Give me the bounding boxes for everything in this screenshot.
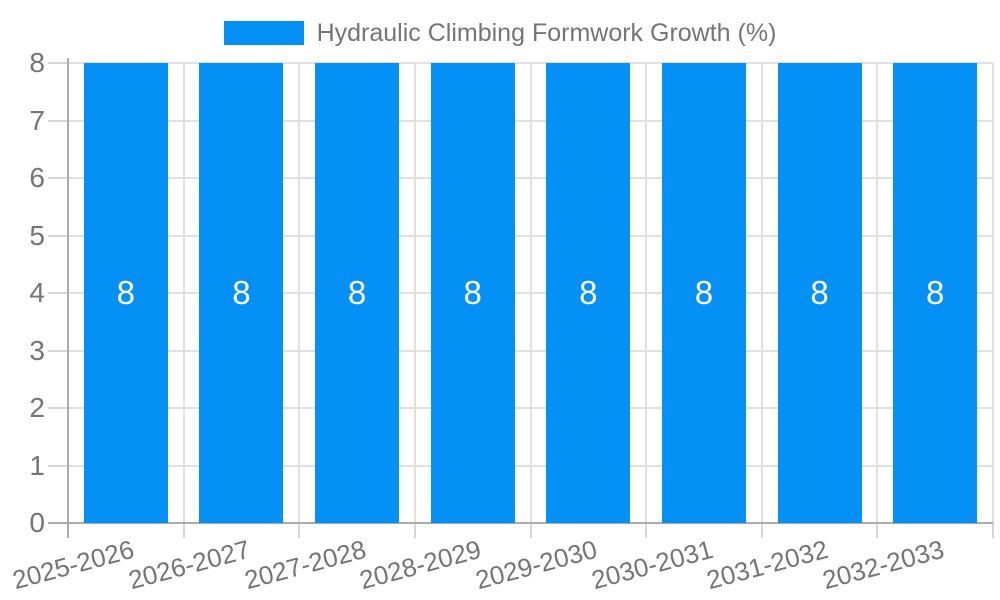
bar[interactable] bbox=[315, 63, 400, 523]
y-axis-tick bbox=[48, 407, 68, 409]
x-axis-tick bbox=[182, 523, 185, 538]
x-axis-tick bbox=[760, 523, 763, 538]
bar-value-label: 8 bbox=[694, 274, 714, 311]
x-axis-label: 2031-2032 bbox=[703, 534, 832, 596]
x-gridline bbox=[529, 63, 532, 523]
x-axis-label: 2025-2026 bbox=[9, 534, 138, 596]
bar[interactable] bbox=[430, 63, 515, 523]
x-axis-tick bbox=[413, 523, 416, 538]
x-axis-label: 2027-2028 bbox=[240, 534, 369, 596]
y-axis-tick bbox=[48, 119, 68, 122]
bar-value-label: 8 bbox=[232, 274, 251, 311]
x-gridline bbox=[645, 63, 648, 523]
bar-value-label: 8 bbox=[116, 274, 135, 311]
bar[interactable] bbox=[199, 63, 284, 523]
y-axis-label: 8 bbox=[29, 47, 45, 78]
y-axis-label: 1 bbox=[29, 449, 45, 481]
bar[interactable] bbox=[777, 63, 862, 523]
chart-legend[interactable]: Hydraulic Climbing Formwork Growth (%) bbox=[0, 19, 1000, 47]
x-axis-tick bbox=[645, 523, 648, 538]
x-gridline bbox=[298, 63, 301, 523]
bar[interactable] bbox=[83, 63, 168, 523]
y-axis-tick bbox=[48, 62, 68, 64]
x-axis-line bbox=[48, 522, 993, 524]
bar-value-label: 8 bbox=[926, 274, 945, 311]
bar-value-label: 8 bbox=[347, 274, 367, 311]
bar[interactable] bbox=[661, 63, 746, 523]
x-axis-label: 2029-2030 bbox=[472, 534, 601, 596]
y-axis-tick bbox=[48, 464, 68, 467]
x-axis-label: 2030-2031 bbox=[587, 534, 716, 596]
y-axis-tick bbox=[48, 292, 68, 294]
x-axis-label: 2026-2027 bbox=[125, 534, 254, 596]
x-axis-tick bbox=[298, 523, 301, 538]
bar-value-label: 8 bbox=[463, 274, 482, 311]
x-axis-tick bbox=[529, 523, 532, 538]
x-axis-tick bbox=[876, 523, 879, 538]
y-axis-label: 6 bbox=[29, 162, 45, 193]
y-axis-label: 7 bbox=[29, 104, 45, 136]
bar[interactable] bbox=[546, 63, 631, 523]
y-axis-tick bbox=[48, 349, 68, 352]
x-axis-label: 2032-2033 bbox=[819, 534, 947, 596]
x-gridline bbox=[182, 63, 185, 523]
legend-label: Hydraulic Climbing Formwork Growth (%) bbox=[316, 19, 777, 47]
x-axis-label: 2028-2029 bbox=[356, 534, 485, 596]
x-gridline bbox=[992, 63, 994, 523]
bar[interactable] bbox=[893, 63, 978, 523]
legend-swatch-icon bbox=[223, 21, 304, 45]
bar-value-label: 8 bbox=[579, 274, 598, 311]
y-axis-tick bbox=[48, 234, 68, 237]
y-axis-tick bbox=[48, 177, 68, 179]
x-axis-tick bbox=[992, 523, 994, 538]
y-axis-line bbox=[67, 58, 69, 538]
x-gridline bbox=[760, 63, 763, 523]
y-axis-label: 4 bbox=[29, 277, 45, 308]
x-gridline bbox=[876, 63, 879, 523]
y-axis-label: 0 bbox=[29, 507, 45, 538]
x-gridline bbox=[413, 63, 416, 523]
y-axis-label: 2 bbox=[29, 392, 45, 423]
y-axis-label: 3 bbox=[29, 334, 45, 366]
bar-value-label: 8 bbox=[810, 274, 829, 311]
y-axis-label: 5 bbox=[29, 219, 45, 251]
